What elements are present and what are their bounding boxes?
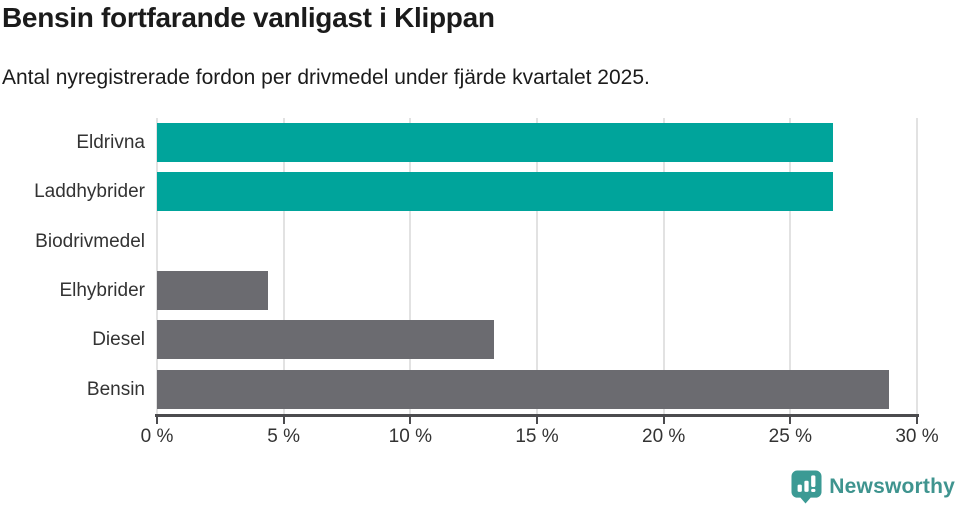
newsworthy-wordmark: Newsworthy — [829, 475, 955, 498]
bar-bensin — [157, 369, 890, 409]
x-tick-mark-10 — [409, 417, 412, 424]
bar-row-biodrivmedel — [157, 217, 917, 266]
x-tick-label-15: 15 % — [515, 426, 559, 447]
bar-laddhybrider — [157, 172, 834, 212]
x-tick-mark-25 — [789, 417, 792, 424]
newsworthy-logo: Newsworthy — [791, 470, 955, 504]
chart-subtitle: Antal nyregistrerade fordon per drivmede… — [2, 66, 650, 89]
gridline-5 — [282, 118, 285, 414]
category-label-elhybrider: Elhybrider — [59, 280, 145, 301]
chart-title: Bensin fortfarande vanligast i Klippan — [2, 2, 495, 33]
newsworthy-icon — [791, 470, 822, 504]
bar-eldrivna — [157, 123, 834, 162]
x-tick-mark-15 — [536, 417, 538, 424]
bar-row-laddhybrider — [157, 167, 917, 216]
x-tick-mark-0 — [156, 417, 158, 424]
category-label-biodrivmedel: Biodrivmedel — [35, 230, 145, 252]
category-label-eldrivna: Eldrivna — [76, 132, 145, 153]
x-tick-label-10: 10 % — [388, 426, 432, 447]
x-tick-label-25: 25 % — [768, 426, 812, 447]
x-axis-line — [155, 414, 919, 417]
gridline-0 — [156, 118, 158, 414]
gridline-30 — [916, 118, 918, 414]
gridline-15 — [536, 118, 538, 414]
category-axis: Eldrivna Laddhybrider Biodrivmedel Elhybrid… — [0, 118, 145, 414]
gridline-10 — [409, 118, 412, 414]
gridline-25 — [789, 118, 792, 414]
x-axis: 0 % 5 % 10 % 15 % 20 % 25 % 30 % — [0, 417, 960, 457]
bar-row-bensin — [157, 365, 917, 414]
category-label-laddhybrider: Laddhybrider — [34, 181, 145, 203]
plot-area — [156, 118, 918, 414]
category-label-diesel: Diesel — [92, 329, 145, 351]
bar-elhybrider — [157, 271, 269, 310]
x-tick-label-5: 5 % — [267, 426, 301, 447]
x-tick-label-20: 20 % — [642, 426, 686, 447]
category-label-bensin: Bensin — [86, 378, 145, 400]
bar-row-diesel — [157, 315, 917, 364]
x-tick-mark-30 — [916, 417, 918, 424]
bar-row-eldrivna — [157, 118, 917, 167]
x-tick-mark-5 — [282, 417, 285, 424]
x-tick-mark-20 — [662, 417, 665, 424]
gridline-20 — [662, 118, 665, 414]
x-tick-label-30: 30 % — [895, 426, 939, 447]
x-tick-label-0: 0 % — [140, 426, 174, 447]
bar-row-elhybrider — [157, 266, 917, 315]
bar-diesel — [157, 320, 494, 360]
